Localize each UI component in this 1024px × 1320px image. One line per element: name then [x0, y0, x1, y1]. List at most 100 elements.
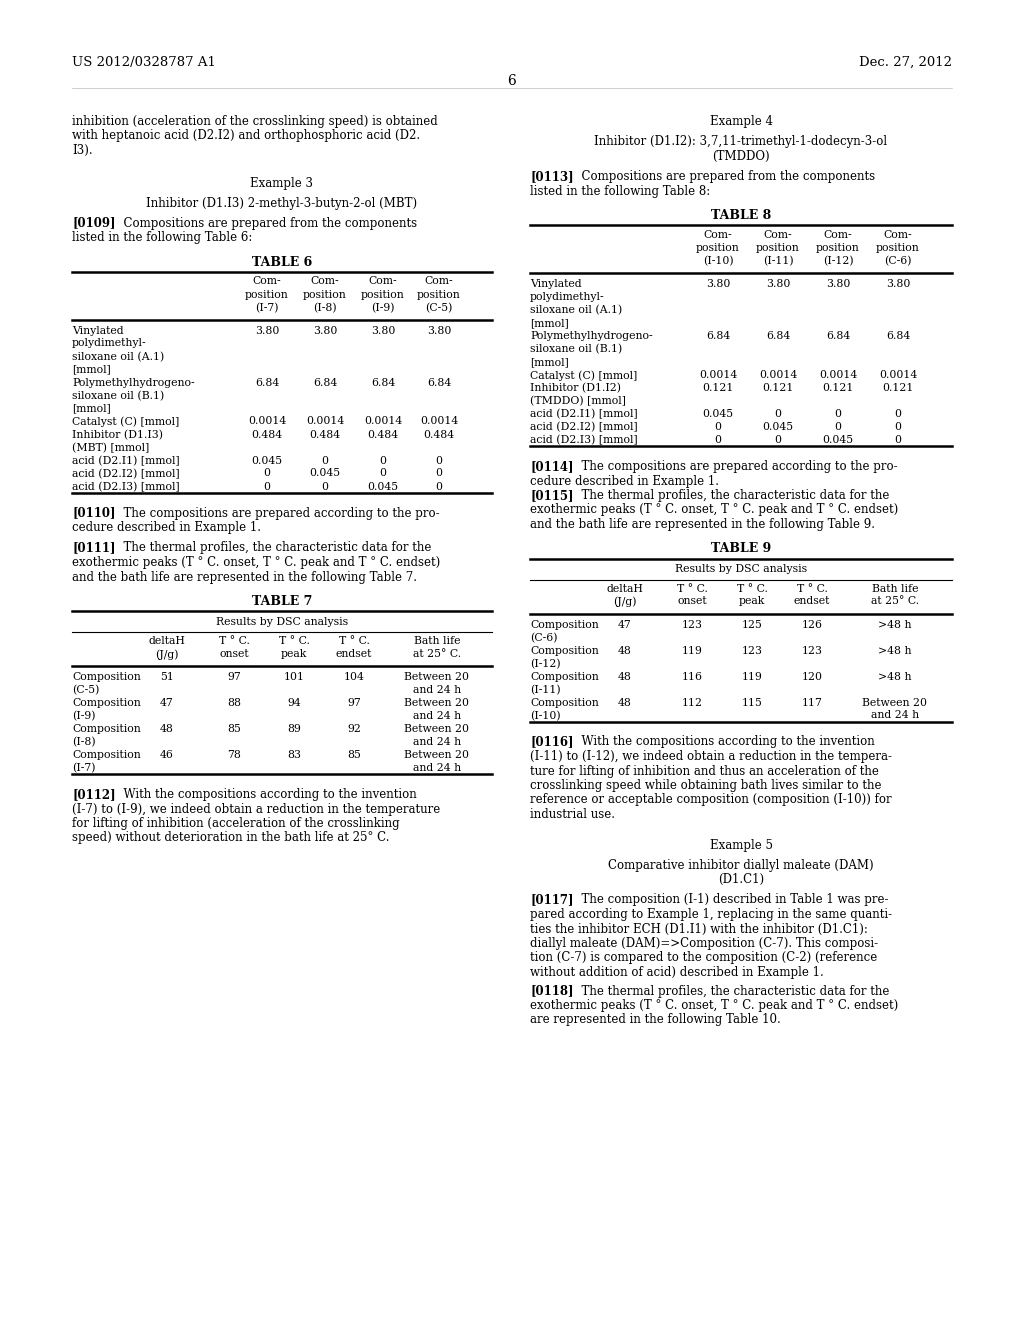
Text: 6.84: 6.84 — [255, 378, 280, 388]
Text: 6.84: 6.84 — [826, 331, 850, 341]
Text: Com-: Com- — [253, 276, 282, 286]
Text: polydimethyl-: polydimethyl- — [72, 338, 146, 348]
Text: 117: 117 — [802, 697, 822, 708]
Text: [mmol]: [mmol] — [530, 318, 568, 327]
Text: (I-7) to (I-9), we indeed obtain a reduction in the temperature: (I-7) to (I-9), we indeed obtain a reduc… — [72, 803, 440, 816]
Text: Bath life: Bath life — [871, 583, 919, 594]
Text: 126: 126 — [802, 619, 822, 630]
Text: at 25° C.: at 25° C. — [413, 649, 461, 659]
Text: 0.045: 0.045 — [309, 469, 341, 479]
Text: 0: 0 — [263, 469, 270, 479]
Text: 0: 0 — [322, 482, 329, 491]
Text: 97: 97 — [347, 698, 360, 708]
Text: 0.121: 0.121 — [883, 383, 913, 393]
Text: without addition of acid) described in Example 1.: without addition of acid) described in E… — [530, 966, 823, 979]
Text: Catalyst (C) [mmol]: Catalyst (C) [mmol] — [72, 417, 179, 428]
Text: Inhibitor (D1.I3): Inhibitor (D1.I3) — [72, 429, 163, 440]
Text: peak: peak — [281, 649, 307, 659]
Text: 119: 119 — [741, 672, 763, 681]
Text: Polymethylhydrogeno-: Polymethylhydrogeno- — [530, 331, 652, 341]
Text: 125: 125 — [741, 619, 763, 630]
Text: [mmol]: [mmol] — [530, 356, 568, 367]
Text: exothermic peaks (T ° C. onset, T ° C. peak and T ° C. endset): exothermic peaks (T ° C. onset, T ° C. p… — [72, 556, 440, 569]
Text: 3.80: 3.80 — [706, 279, 730, 289]
Text: exothermic peaks (T ° C. onset, T ° C. peak and T ° C. endset): exothermic peaks (T ° C. onset, T ° C. p… — [530, 999, 898, 1012]
Text: 0: 0 — [435, 469, 442, 479]
Text: (TMDDO) [mmol]: (TMDDO) [mmol] — [530, 396, 626, 407]
Text: (J/g): (J/g) — [613, 597, 637, 607]
Text: 0.121: 0.121 — [762, 383, 794, 393]
Text: 78: 78 — [227, 750, 241, 760]
Text: and 24 h: and 24 h — [871, 710, 920, 721]
Text: ties the inhibitor ECH (D1.I1) with the inhibitor (D1.C1):: ties the inhibitor ECH (D1.I1) with the … — [530, 923, 868, 936]
Text: Com-: Com- — [310, 276, 339, 286]
Text: 3.80: 3.80 — [886, 279, 910, 289]
Text: and 24 h: and 24 h — [413, 685, 461, 696]
Text: 3.80: 3.80 — [766, 279, 791, 289]
Text: 0: 0 — [435, 455, 442, 466]
Text: 6.84: 6.84 — [427, 378, 452, 388]
Text: 0: 0 — [380, 469, 386, 479]
Text: (C-5): (C-5) — [72, 685, 99, 696]
Text: 0: 0 — [835, 422, 842, 432]
Text: 88: 88 — [227, 698, 241, 708]
Text: Compositions are prepared from the components: Compositions are prepared from the compo… — [116, 216, 417, 230]
Text: Com-: Com- — [884, 230, 912, 240]
Text: Inhibitor (D1.I2): Inhibitor (D1.I2) — [530, 383, 621, 393]
Text: siloxane oil (B.1): siloxane oil (B.1) — [72, 391, 164, 401]
Text: 0.484: 0.484 — [424, 429, 455, 440]
Text: deltaH: deltaH — [148, 636, 185, 645]
Text: Composition: Composition — [530, 697, 599, 708]
Text: for lifting of inhibition (acceleration of the crosslinking: for lifting of inhibition (acceleration … — [72, 817, 399, 830]
Text: (I-9): (I-9) — [372, 302, 394, 313]
Text: Example 3: Example 3 — [251, 177, 313, 190]
Text: 0: 0 — [715, 422, 722, 432]
Text: >48 h: >48 h — [879, 619, 911, 630]
Text: Example 5: Example 5 — [710, 838, 772, 851]
Text: (C-6): (C-6) — [885, 256, 911, 267]
Text: 0.0014: 0.0014 — [759, 370, 797, 380]
Text: [0109]: [0109] — [72, 216, 116, 230]
Text: 0: 0 — [774, 436, 781, 445]
Text: (C-5): (C-5) — [425, 302, 453, 313]
Text: T ° C.: T ° C. — [218, 636, 250, 645]
Text: TABLE 6: TABLE 6 — [252, 256, 312, 268]
Text: 83: 83 — [287, 750, 301, 760]
Text: With the compositions according to the invention: With the compositions according to the i… — [574, 735, 874, 748]
Text: Composition: Composition — [530, 645, 599, 656]
Text: 85: 85 — [227, 723, 241, 734]
Text: position: position — [816, 243, 860, 253]
Text: US 2012/0328787 A1: US 2012/0328787 A1 — [72, 55, 216, 69]
Text: Between 20: Between 20 — [404, 672, 469, 682]
Text: 46: 46 — [160, 750, 174, 760]
Text: (I-8): (I-8) — [313, 302, 337, 313]
Text: 0: 0 — [715, 436, 722, 445]
Text: 47: 47 — [160, 698, 174, 708]
Text: [0110]: [0110] — [72, 507, 116, 520]
Text: position: position — [696, 243, 740, 253]
Text: acid (D2.I1) [mmol]: acid (D2.I1) [mmol] — [72, 455, 179, 466]
Text: >48 h: >48 h — [879, 672, 911, 681]
Text: and the bath life are represented in the following Table 9.: and the bath life are represented in the… — [530, 517, 874, 531]
Text: 0.045: 0.045 — [702, 409, 733, 418]
Text: 47: 47 — [618, 619, 632, 630]
Text: The thermal profiles, the characteristic data for the: The thermal profiles, the characteristic… — [116, 541, 431, 554]
Text: ture for lifting of inhibition and thus an acceleration of the: ture for lifting of inhibition and thus … — [530, 764, 879, 777]
Text: 48: 48 — [618, 672, 632, 681]
Text: 0.0014: 0.0014 — [698, 370, 737, 380]
Text: [0111]: [0111] — [72, 541, 116, 554]
Text: The composition (I-1) described in Table 1 was pre-: The composition (I-1) described in Table… — [574, 894, 889, 907]
Text: 3.80: 3.80 — [427, 326, 452, 335]
Text: Composition: Composition — [72, 672, 140, 682]
Text: 120: 120 — [802, 672, 822, 681]
Text: Dec. 27, 2012: Dec. 27, 2012 — [859, 55, 952, 69]
Text: onset: onset — [219, 649, 249, 659]
Text: Bath life: Bath life — [414, 636, 460, 645]
Text: cedure described in Example 1.: cedure described in Example 1. — [72, 521, 261, 535]
Text: (I-10): (I-10) — [702, 256, 733, 267]
Text: speed) without deterioration in the bath life at 25° C.: speed) without deterioration in the bath… — [72, 832, 389, 845]
Text: (I-9): (I-9) — [72, 711, 95, 721]
Text: 0.045: 0.045 — [368, 482, 398, 491]
Text: Catalyst (C) [mmol]: Catalyst (C) [mmol] — [530, 370, 637, 380]
Text: onset: onset — [677, 597, 707, 606]
